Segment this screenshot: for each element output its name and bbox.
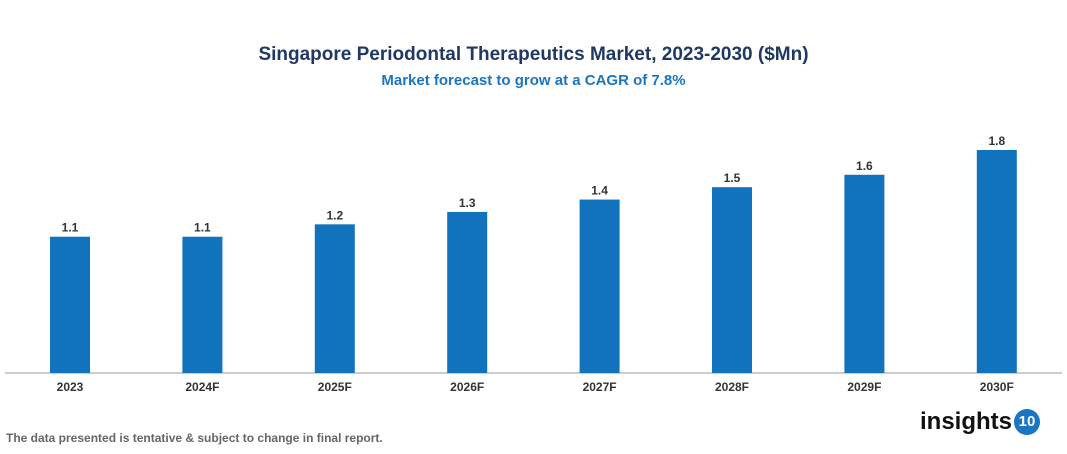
data-label-2030F: 1.8 (988, 134, 1005, 148)
data-label-2024F: 1.1 (194, 221, 211, 235)
x-tick-label-2025F: 2025F (318, 380, 352, 394)
bar-2024F (182, 236, 223, 373)
bar-2029F (844, 174, 885, 373)
insights10-logo: insights 10 (920, 408, 1041, 436)
bar-2030F (976, 150, 1017, 373)
bar-2026F (447, 211, 488, 373)
x-tick-label-2027F: 2027F (583, 380, 617, 394)
chart-subtitle: Market forecast to grow at a CAGR of 7.8… (381, 72, 686, 89)
x-tick-label-2024F: 2024F (185, 380, 219, 394)
x-tick-label-2023: 2023 (57, 380, 84, 394)
logo-text: insights (920, 408, 1013, 435)
data-label-2023: 1.1 (62, 221, 79, 235)
x-tick-label-2030F: 2030F (980, 380, 1014, 394)
chart-title: Singapore Periodontal Therapeutics Marke… (258, 44, 809, 65)
x-tick-label-2026F: 2026F (450, 380, 484, 394)
footnote: The data presented is tentative & subjec… (6, 431, 383, 445)
x-tick-label-2029F: 2029F (847, 380, 881, 394)
data-label-2027F: 1.4 (591, 184, 608, 198)
bar-2027F (579, 199, 620, 373)
data-label-2025F: 1.2 (326, 208, 343, 222)
data-label-2028F: 1.5 (724, 171, 741, 185)
bar-2025F (314, 224, 355, 373)
bar-2028F (712, 187, 752, 373)
logo-badge: 10 (1014, 409, 1041, 435)
data-label-2026F: 1.3 (459, 196, 476, 210)
x-tick-label-2028F: 2028F (715, 380, 749, 394)
bar-2023 (50, 236, 90, 373)
data-label-2029F: 1.6 (856, 159, 873, 173)
